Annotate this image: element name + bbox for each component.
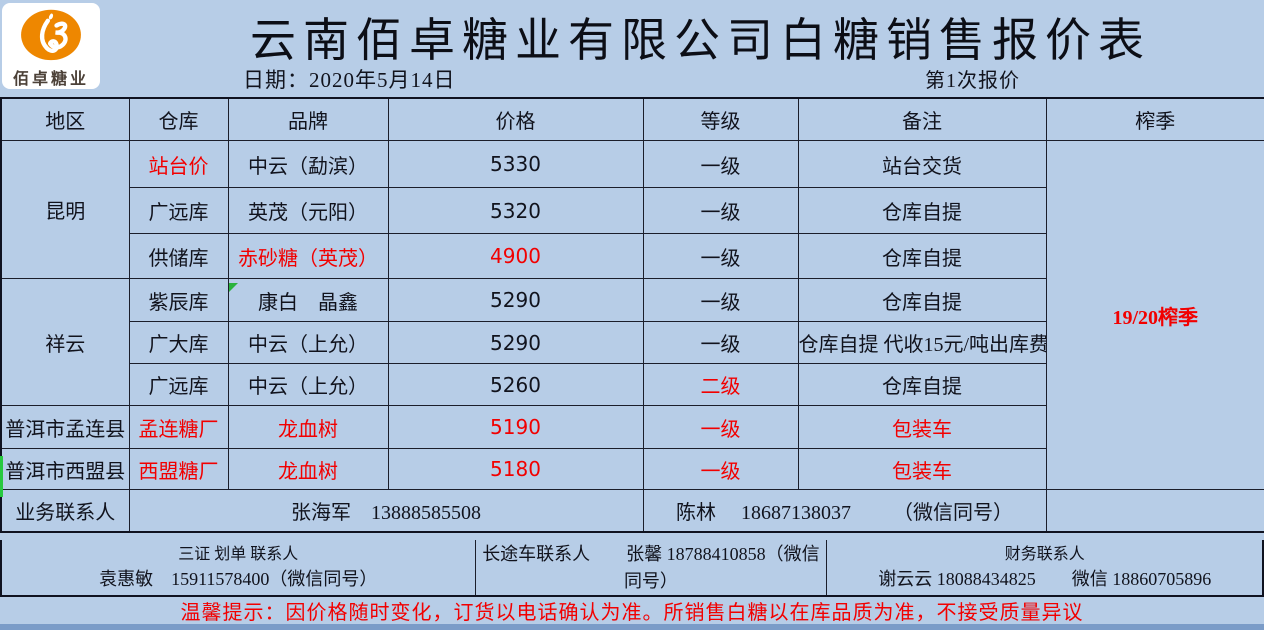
warehouse-cell: 紫辰库 xyxy=(128,278,229,322)
brand-cell: 中云（勐滨） xyxy=(227,140,389,188)
price-cell: 5190 xyxy=(387,405,644,449)
price-table: 地区 仓库 品牌 价格 等级 备注 榨季 昆明 站台价 中云（勐滨） 5330 … xyxy=(0,97,1264,533)
table-row: 昆明 站台价 中云（勐滨） 5330 一级 站台交货 19/20榨季 xyxy=(0,140,1264,490)
region-cell: 普洱市孟连县 xyxy=(0,405,130,449)
note-cell: 仓库自提 xyxy=(797,278,1047,322)
sales-contact-row: 业务联系人 张海军 13888585508 陈林 18687138037 （微信… xyxy=(0,489,1264,533)
truck-contact-cell: 长途车联系人 张馨 18788410858（微信同号） xyxy=(476,540,828,595)
region-cell: 昆明 xyxy=(0,140,130,279)
note-cell: 仓库自提 xyxy=(797,233,1047,279)
table-row: 普洱市西盟县 西盟糖厂 龙血树 5180 一级 包装车 xyxy=(0,448,1264,490)
price-cell: 5290 xyxy=(387,278,644,322)
brand-cell: 赤砂糖（英茂） xyxy=(227,233,389,279)
warehouse-cell: 广远库 xyxy=(128,187,229,234)
price-cell: 5180 xyxy=(387,448,644,490)
quote-number: 第1次报价 xyxy=(925,70,1020,92)
table-row: 广远库 中云（上允） 5260 二级 仓库自提 xyxy=(1,363,1264,406)
note-cell: 仓库自提 代收15元/吨出库费 xyxy=(797,321,1047,364)
warehouse-cell: 孟连糖厂 xyxy=(128,405,229,449)
warehouse-cell: 西盟糖厂 xyxy=(128,448,229,490)
brand-cell: 中云（上允） xyxy=(227,363,389,406)
season-cell: 19/20榨季 xyxy=(1045,140,1264,490)
quote-date: 日期：2020年5月14日 xyxy=(243,68,456,92)
price-cell: 5330 xyxy=(387,140,644,188)
docs-contact-title: 三证 划单 联系人 xyxy=(178,545,299,563)
bottom-bar xyxy=(0,624,1264,630)
region-cell: 普洱市西盟县 xyxy=(0,448,130,490)
warehouse-cell: 供储库 xyxy=(128,233,229,279)
price-cell: 4900 xyxy=(387,233,644,279)
sales-contact-secondary-name: 陈林 18687138037 xyxy=(676,502,851,524)
table-header-row: 地区 仓库 品牌 价格 等级 备注 榨季 xyxy=(0,97,1264,141)
sales-contact-label: 业务联系人 xyxy=(0,489,130,533)
empty-cell xyxy=(1045,489,1264,533)
price-cell: 5320 xyxy=(387,187,644,234)
table-row: 普洱市孟连县 孟连糖厂 龙血树 5190 一级 包装车 xyxy=(0,405,1264,449)
note-cell: 仓库自提 xyxy=(797,187,1047,234)
warehouse-cell: 广远库 xyxy=(128,363,229,406)
grade-cell: 一级 xyxy=(642,140,799,188)
wechat-note: （微信同号） xyxy=(893,502,1013,524)
grade-cell: 一级 xyxy=(642,405,799,449)
grade-cell: 一级 xyxy=(642,321,799,364)
note-cell: 仓库自提 xyxy=(797,363,1047,406)
cell-flag-marker xyxy=(229,283,238,292)
note-cell: 包装车 xyxy=(797,448,1047,490)
note-cell: 站台交货 xyxy=(797,140,1047,188)
warehouse-cell: 站台价 xyxy=(128,140,229,188)
finance-contact-title: 财务联系人 xyxy=(1004,545,1085,563)
footer-contacts: 三证 划单 联系人 袁惠敏 15911578400（微信同号） 长途车联系人 张… xyxy=(0,540,1264,597)
brand-cell: 英茂（元阳） xyxy=(227,187,389,234)
brand-cell: 康白 晶鑫 xyxy=(227,278,389,322)
col-header-note: 备注 xyxy=(797,97,1047,141)
note-cell: 包装车 xyxy=(797,405,1047,449)
row-highlight-edge xyxy=(0,456,3,497)
table-row: 祥云 紫辰库 康白 晶鑫 5290 一级 仓库自提 xyxy=(0,278,1264,406)
docs-contact-cell: 三证 划单 联系人 袁惠敏 15911578400（微信同号） xyxy=(2,540,476,595)
logo-icon xyxy=(21,9,81,61)
region-cell: 祥云 xyxy=(0,278,130,406)
price-cell: 5260 xyxy=(387,363,644,406)
brand-cell: 中云（上允） xyxy=(227,321,389,364)
sales-contact-primary: 张海军 13888585508 xyxy=(128,489,644,533)
docs-contact-detail: 袁惠敏 15911578400（微信同号） xyxy=(99,569,378,590)
company-logo: 佰卓糖业 xyxy=(2,3,100,89)
grade-cell: 一级 xyxy=(642,233,799,279)
finance-contact-cell: 财务联系人 谢云云 18088434825 微信 18860705896 xyxy=(827,540,1262,595)
page-title: 云南佰卓糖业有限公司白糖销售报价表 xyxy=(250,15,1151,66)
col-header-grade: 等级 xyxy=(642,97,799,141)
price-cell: 5290 xyxy=(387,321,644,364)
sales-contact-secondary: 陈林 18687138037 （微信同号） xyxy=(642,489,1047,533)
brand-cell: 龙血树 xyxy=(227,448,389,490)
table-row: 供储库 赤砂糖（英茂） 4900 一级 仓库自提 xyxy=(1,233,1264,279)
table-row: 广大库 中云（上允） 5290 一级 仓库自提 代收15元/吨出库费 xyxy=(1,321,1264,364)
col-header-price: 价格 xyxy=(387,97,644,141)
logo-wordmark: 佰卓糖业 xyxy=(12,71,89,88)
grade-cell: 二级 xyxy=(642,363,799,406)
grade-cell: 一级 xyxy=(642,187,799,234)
finance-contact-detail: 谢云云 18088434825 微信 18860705896 xyxy=(878,569,1212,590)
col-header-brand: 品牌 xyxy=(227,97,389,141)
col-header-warehouse: 仓库 xyxy=(128,97,229,141)
brand-cell: 龙血树 xyxy=(227,405,389,449)
truck-contact-detail: 长途车联系人 张馨 18788410858（微信同号） xyxy=(482,544,820,591)
warehouse-cell: 广大库 xyxy=(128,321,229,364)
warning-notice: 温馨提示：因价格随时变化，订货以电话确认为准。所销售白糖以在库品质为准，不接受质… xyxy=(180,602,1084,624)
col-header-region: 地区 xyxy=(0,97,130,141)
table-row: 广远库 英茂（元阳） 5320 一级 仓库自提 xyxy=(1,187,1264,234)
col-header-season: 榨季 xyxy=(1045,97,1264,141)
grade-cell: 一级 xyxy=(642,278,799,322)
grade-cell: 一级 xyxy=(642,448,799,490)
